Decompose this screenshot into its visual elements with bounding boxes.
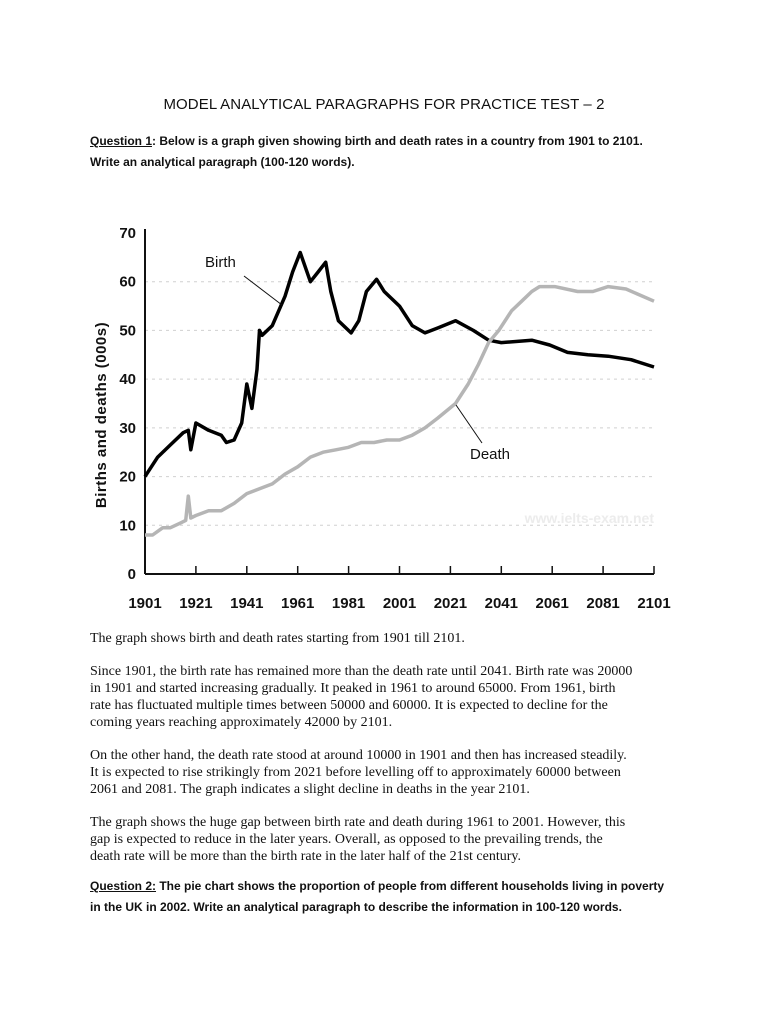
paragraph-line: gap is expected to reduce in the later y… [90,832,603,847]
paragraph-2: Since 1901, the birth rate has remained … [90,663,632,731]
question-2: Question 2: The pie chart shows the prop… [90,876,664,918]
x-tick-label: 2061 [536,595,569,612]
paragraph-1: The graph shows birth and death rates st… [90,630,465,647]
series-label-birth: Birth [205,254,236,271]
paragraph-line: coming years reaching approximately 4200… [90,715,393,730]
x-tick-label: 2001 [383,595,416,612]
question-1-label: Question 1 [90,134,153,148]
y-tick-label: 50 [119,322,136,339]
paragraph-line: in 1901 and started increasing gradually… [90,681,616,696]
paragraph-line: Since 1901, the birth rate has remained … [90,664,633,679]
series-label-death: Death [470,446,510,463]
birth-death-chart: www.ielts-exam.net 1901 1921 1941 1961 1981 20… [93,225,671,612]
paragraph-4: The graph shows the huge gap between bir… [90,814,625,865]
y-tick-label: 0 [128,566,136,583]
paragraph-3: On the other hand, the death rate stood … [90,747,627,798]
question-1: Question 1: Below is a graph given showi… [90,131,643,173]
x-tick-label: 2081 [586,595,619,612]
x-tick-label: 1941 [230,595,263,612]
paragraph-line: On the other hand, the death rate stood … [90,748,627,763]
x-tick-label: 1921 [179,595,212,612]
question-2-text: The pie chart shows the proportion of pe… [156,879,665,893]
birth-leader-line [243,275,283,306]
x-tick-label: 2101 [637,595,670,612]
question-2-label: Question 2: [90,879,157,893]
page-title: MODEL ANALYTICAL PARAGRAPHS FOR PRACTICE… [163,96,605,113]
y-tick-label: 30 [119,420,136,437]
y-tick-label: 60 [119,274,136,291]
watermark: www.ielts-exam.net [524,510,655,526]
y-axis-label: Births and deaths (000s) [93,322,110,508]
paragraph-line: The graph shows the huge gap between bir… [90,815,626,830]
x-tick-label: 1981 [332,595,365,612]
y-tick-label: 20 [119,469,136,486]
x-tick-label: 2041 [485,595,518,612]
y-tick-label: 10 [119,517,136,534]
series-line-birth [143,250,655,478]
question-1-text: : Below is a graph given showing birth a… [152,134,643,148]
x-tick-label: 1961 [281,595,314,612]
paragraph-line: death rate will be more than the birth r… [90,849,521,864]
series-line-death [145,284,655,537]
x-tick-label: 1901 [128,595,161,612]
paragraph-line: rate has fluctuated multiple times betwe… [90,698,608,713]
y-tick-label: 40 [119,371,136,388]
x-tick-label: 2021 [434,595,467,612]
question-1-text: Write an analytical paragraph (100-120 w… [90,155,355,169]
paragraph-line: It is expected to rise strikingly from 2… [90,765,621,780]
y-tick-label: 70 [119,225,136,242]
question-2-text: in the UK in 2002. Write an analytical p… [90,900,622,914]
paragraph-line: The graph shows birth and death rates st… [90,631,465,646]
paragraph-line: 2061 and 2081. The graph indicates a sli… [90,782,530,797]
death-leader-line [455,404,483,444]
